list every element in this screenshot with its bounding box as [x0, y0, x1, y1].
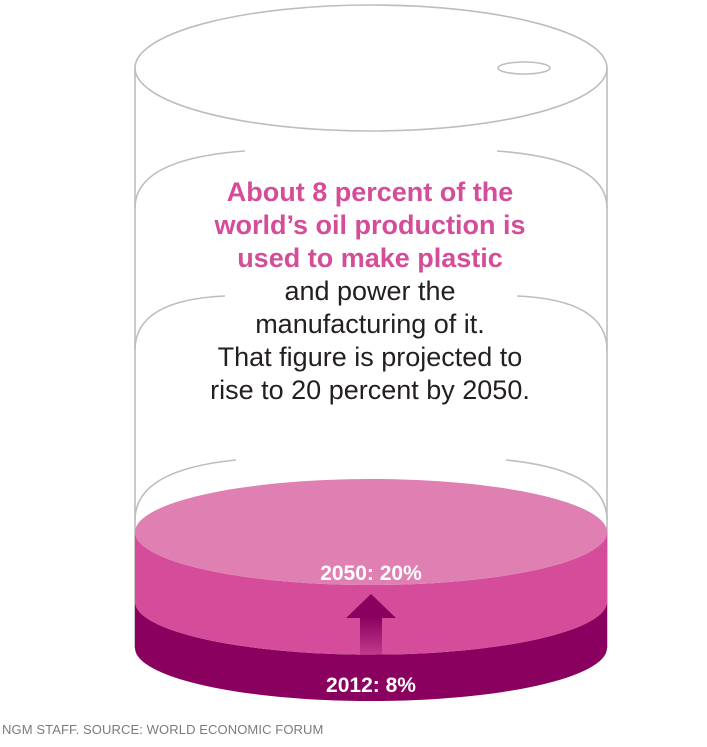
- level-2050-side: [135, 532, 607, 655]
- headline-highlight-line: used to make plastic: [237, 243, 503, 273]
- data-label-2012: 2012: 8%: [326, 674, 416, 697]
- barrel-rib-2: [134, 295, 226, 351]
- source-credit: NGM STAFF. SOURCE: WORLD ECONOMIC FORUM: [2, 722, 324, 737]
- headline-body-line: That figure is projected to: [217, 342, 523, 372]
- barrel-rib-3: [134, 459, 237, 521]
- barrel-lid: [134, 4, 608, 132]
- increase-arrow-icon: [346, 594, 396, 665]
- headline: About 8 percent of the world’s oil produ…: [150, 176, 590, 407]
- headline-body-line: manufacturing of it.: [255, 309, 485, 339]
- level-2012-side: [135, 601, 607, 701]
- headline-highlight-line: About 8 percent of the: [226, 177, 514, 207]
- barrel-rib-2-right: [516, 295, 608, 351]
- headline-highlight-line: world’s oil production is: [214, 210, 526, 240]
- barrel-rib-1: [134, 150, 246, 209]
- barrel-rib-1-right: [496, 150, 608, 209]
- oil-levels: [135, 479, 607, 701]
- barrel-bung-icon: [497, 61, 551, 75]
- data-label-2050: 2050: 20%: [320, 562, 422, 585]
- headline-body-line: and power the: [284, 276, 456, 306]
- headline-body-line: rise to 20 percent by 2050.: [210, 375, 530, 405]
- level-2050-surface: [135, 479, 607, 585]
- barrel-rib-3-right: [505, 459, 608, 521]
